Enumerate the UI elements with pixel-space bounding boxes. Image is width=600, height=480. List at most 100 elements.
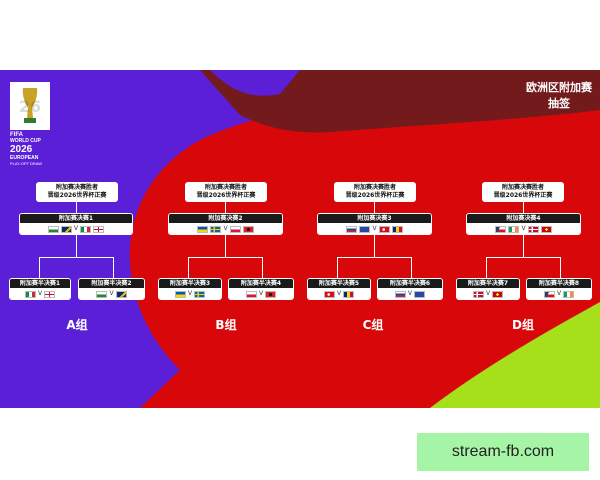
qualifier-line-1: 附加赛决赛胜者 — [501, 184, 544, 191]
final-label: 附加赛决赛2 — [169, 214, 282, 223]
wales-flag-icon — [96, 290, 108, 298]
qualifier-box: 附加赛决赛胜者 晋级2026世界杯正赛 — [36, 182, 118, 202]
semi-match-card: 附加赛半决赛8 V — [526, 278, 592, 300]
kosovo-flag-icon — [359, 225, 371, 233]
versus-label: V — [258, 290, 264, 297]
watermark: stream-fb.com — [417, 433, 589, 471]
slovakia-flag-icon — [346, 225, 358, 233]
final-label: 附加赛决赛3 — [318, 214, 431, 223]
region-d: 附加赛决赛胜者 晋级2026世界杯正赛 附加赛决赛4 V 附加赛半决赛7 V 附… — [450, 70, 600, 408]
final-flags: V — [20, 223, 132, 234]
world-cup-logo: 26 FIFA WORLD CUP 2026 EUROPEAN PLAY-OFF… — [10, 82, 54, 166]
romania-flag-icon — [343, 290, 355, 298]
group-label: A组 — [66, 318, 88, 332]
qualifier-line-1: 附加赛决赛胜者 — [55, 184, 98, 191]
northern-ireland-flag-icon — [44, 290, 56, 298]
semi-match-card: 附加赛半决赛6 V — [377, 278, 443, 300]
semi-flags: V — [79, 288, 144, 299]
turkey-flag-icon — [323, 290, 335, 298]
fifa-wordmark: FIFA — [10, 132, 23, 138]
bracket-line — [39, 257, 114, 258]
qualifier-box: 附加赛决赛胜者 晋级2026世界杯正赛 — [334, 182, 416, 202]
semi-match-card: 附加赛半决赛2 V — [78, 278, 145, 300]
versus-label: V — [73, 225, 79, 232]
purple-notch-shape — [210, 70, 300, 96]
italy-flag-icon — [80, 225, 92, 233]
trophy-icon: 26 — [10, 82, 50, 130]
final-flags: V — [467, 223, 580, 234]
bracket-line — [76, 235, 77, 257]
group-label: D组 — [512, 318, 534, 332]
final-match-card: 附加赛决赛4 V — [466, 213, 581, 235]
bracket-line — [486, 257, 487, 279]
lime-shape — [430, 302, 600, 408]
bracket-line — [188, 257, 263, 258]
northern-ireland-flag-icon — [93, 225, 105, 233]
svg-text:26: 26 — [19, 97, 41, 116]
versus-label: V — [485, 290, 491, 297]
ukraine-flag-icon — [174, 290, 186, 298]
versus-label: V — [407, 290, 413, 297]
bracket-line — [113, 257, 114, 279]
north-macedonia-flag-icon — [492, 290, 504, 298]
qualifier-box: 附加赛决赛胜者 晋级2026世界杯正赛 — [482, 182, 564, 202]
poland-flag-icon — [229, 225, 241, 233]
group-label: C组 — [362, 318, 384, 332]
semi-label: 附加赛半决赛3 — [159, 279, 221, 288]
versus-label: V — [336, 290, 342, 297]
ireland-flag-icon — [563, 290, 575, 298]
bracket-line — [225, 202, 226, 214]
versus-label: V — [37, 290, 43, 297]
albania-flag-icon — [265, 290, 277, 298]
semi-flags: V — [10, 288, 70, 299]
turkey-flag-icon — [378, 225, 390, 233]
semi-match-card: 附加赛半决赛3 V — [158, 278, 222, 300]
page-title: 欧洲区附加赛 抽签 — [526, 80, 592, 112]
semi-label: 附加赛半决赛7 — [457, 279, 519, 288]
bracket-line — [374, 202, 375, 214]
logo-european: EUROPEAN — [10, 155, 39, 161]
semi-label: 附加赛半决赛1 — [10, 279, 70, 288]
region-a: 附加赛决赛胜者 晋级2026世界杯正赛 附加赛决赛1 V 附加赛半决赛1 V 附… — [0, 70, 150, 408]
qualifier-line-1: 附加赛决赛胜者 — [353, 184, 396, 191]
qualifier-line-2: 晋级2026世界杯正赛 — [493, 192, 553, 199]
dark-red-shape — [200, 70, 600, 133]
final-match-card: 附加赛决赛1 V — [19, 213, 133, 235]
bracket-line — [188, 257, 189, 279]
semi-match-card: 附加赛半决赛5 V — [307, 278, 371, 300]
versus-label: V — [521, 225, 526, 232]
semi-label: 附加赛半决赛5 — [308, 279, 370, 288]
romania-flag-icon — [391, 225, 403, 233]
final-flags: V — [169, 223, 282, 234]
ireland-flag-icon — [508, 225, 520, 233]
semi-match-card: 附加赛半决赛4 V — [228, 278, 294, 300]
region-b: 附加赛决赛胜者 晋级2026世界杯正赛 附加赛决赛2 V 附加赛半决赛3 V 附… — [150, 70, 300, 408]
bracket-line — [486, 257, 561, 258]
logo-world-cup: WORLD CUP — [10, 138, 41, 144]
denmark-flag-icon — [527, 225, 539, 233]
semi-flags: V — [457, 288, 519, 299]
versus-label: V — [556, 290, 562, 297]
qualifier-box: 附加赛决赛胜者 晋级2026世界杯正赛 — [185, 182, 267, 202]
bracket-line — [523, 202, 524, 214]
bosnia-flag-icon — [60, 225, 72, 233]
versus-label: V — [372, 225, 377, 232]
semi-flags: V — [159, 288, 221, 299]
czechia-flag-icon — [543, 290, 555, 298]
logo-year: 2026 — [10, 144, 33, 155]
title-line-2: 抽签 — [548, 97, 570, 110]
poland-flag-icon — [245, 290, 257, 298]
versus-label: V — [109, 290, 114, 297]
kosovo-flag-icon — [414, 290, 426, 298]
bracket-line — [76, 202, 77, 214]
region-c: 附加赛决赛胜者 晋级2026世界杯正赛 附加赛决赛3 V 附加赛半决赛5 V 附… — [300, 70, 450, 408]
title-line-1: 欧洲区附加赛 — [526, 81, 592, 94]
bracket-line — [523, 235, 524, 257]
semi-match-card: 附加赛半决赛7 V — [456, 278, 520, 300]
bosnia-flag-icon — [115, 290, 127, 298]
czechia-flag-icon — [495, 225, 507, 233]
ukraine-flag-icon — [197, 225, 209, 233]
group-label: B组 — [215, 318, 237, 332]
semi-label: 附加赛半决赛8 — [527, 279, 591, 288]
logo-playoff-draw: PLAY-OFF DRAW — [10, 161, 43, 166]
